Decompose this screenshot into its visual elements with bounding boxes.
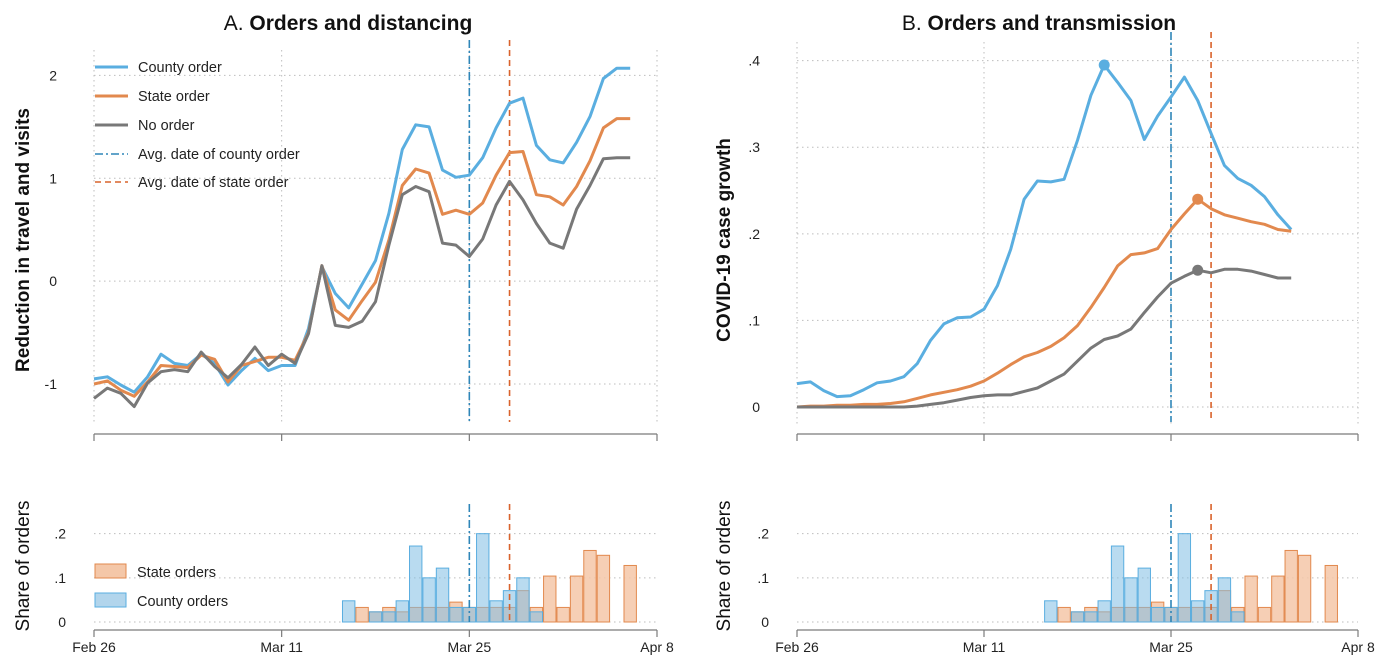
panel-a-hist-ytick-label: .1 — [54, 570, 66, 586]
panel-b-hist-ytick-label: .2 — [757, 526, 769, 542]
panel-a-hist-state-orders-bar — [355, 606, 369, 623]
panel-b-hist-state-orders-bar — [1244, 575, 1258, 623]
panel-b-hist-state-orders-bar — [1284, 549, 1298, 623]
panel-b-hist-county-orders-bar — [1110, 545, 1125, 623]
panel-a-ytick-label: 0 — [49, 273, 57, 289]
panel-a-hist-xtick-label: Feb 26 — [72, 639, 116, 655]
panel-b-series-county-order — [796, 63, 1293, 399]
panel-a-ytick-label: -1 — [45, 376, 58, 392]
panel-b-hist-ytick-label: 0 — [761, 614, 769, 630]
panel-a-hist-xtick-label: Mar 25 — [448, 639, 492, 655]
panel-b-series-state-order — [796, 197, 1292, 409]
panel-b-hist-county-orders-bar — [1191, 600, 1205, 623]
panel-a-hist-county-orders-bar — [422, 577, 436, 623]
panel-b-hist-county-orders-bar — [1177, 533, 1192, 623]
panel-b-peak-marker — [1192, 264, 1204, 276]
panel-b-hist-county-orders-bar — [1044, 600, 1058, 623]
panel-a-histogram: 0 .1 .2 Feb 26 Mar 11 Mar 25 Apr 8 — [54, 504, 674, 655]
panel-b-hist-state-orders-bar — [1271, 575, 1285, 623]
panel-a-hist-county-orders-bar — [516, 577, 530, 623]
panel-b-ytick-label: .4 — [748, 53, 760, 69]
panel-a-hist-county-orders-bar — [368, 611, 383, 623]
legend-label-county-orders: County orders — [137, 594, 228, 610]
panel-b-hist-ylabel: Share of orders — [714, 501, 735, 632]
panel-b-hist-county-orders-bar — [1097, 600, 1111, 623]
panel-b-hist-state-orders-bar — [1057, 606, 1071, 623]
panel-b-hist-county-orders-bar — [1070, 611, 1085, 623]
panel-a-hist-county-orders-bar — [529, 611, 544, 623]
panel-b-hist-xtick-label: Apr 8 — [1341, 639, 1375, 655]
panel-b-series-no-order — [797, 267, 1292, 409]
panel-b-ytick-label: .1 — [748, 312, 760, 328]
panel-a-hist-county-orders-bar — [382, 611, 396, 623]
panel-b-line-chart: 0 .1 .2 .3 .4 — [748, 32, 1359, 441]
panel-b-title: B. Orders and transmission — [902, 12, 1176, 35]
panel-b-ylabel: COVID-19 case growth — [714, 138, 735, 342]
panel-a-hist-county-orders-bar — [395, 600, 410, 623]
panel-a-hist-county-orders-bar — [341, 600, 356, 623]
panel-b-hist-ytick-label: .1 — [757, 570, 769, 586]
panel-b-ytick-label: .2 — [748, 226, 760, 242]
panel-a-hist-xtick-label: Apr 8 — [640, 639, 674, 655]
legend-label-county-order: County order — [138, 60, 222, 76]
panel-a-series-no-order — [93, 156, 631, 409]
panel-b-hist-county-orders-bar — [1084, 611, 1098, 623]
panel-a-title: A. Orders and distancing — [224, 12, 473, 35]
panel-a-hist-xtick-label: Mar 11 — [260, 639, 303, 655]
panel-a-series-state-order — [93, 117, 631, 398]
legend-label-state-orders: State orders — [137, 565, 216, 581]
panel-a-ytick-label: 1 — [49, 170, 57, 186]
panel-a-hist-county-orders-bar — [476, 533, 490, 623]
panel-a-ylabel: Reduction in travel and visits — [13, 108, 34, 372]
panel-b-ytick-label: 0 — [752, 399, 760, 415]
panel-b-ytick-label: .3 — [748, 139, 760, 155]
panel-a-hist-state-orders-bar — [569, 575, 584, 623]
panel-b-hist-xtick-label: Mar 11 — [963, 639, 1006, 655]
panel-a-hist-county-orders-bar — [435, 567, 450, 623]
panel-b-hist-state-orders-bar — [1324, 564, 1338, 623]
legend-top: County order State order No order Avg. d… — [95, 60, 300, 191]
legend-swatch-state-orders — [94, 563, 127, 579]
panel-b-hist-state-orders-bar — [1257, 606, 1272, 623]
legend-label-county-date: Avg. date of county order — [138, 147, 300, 163]
panel-a-hist-ytick-label: .2 — [54, 526, 66, 542]
panel-a-hist-state-orders-bar — [623, 564, 637, 623]
panel-a-hist-state-orders-bar — [596, 554, 611, 623]
panel-a-hist-ytick-label: 0 — [58, 614, 66, 630]
panel-a-hist-state-orders-bar — [556, 606, 570, 623]
panel-b-peak-marker — [1098, 59, 1110, 71]
panel-a-hist-state-orders-bar — [543, 575, 557, 623]
panel-a-hist-county-orders-bar — [449, 606, 463, 623]
panel-a-ytick-label: 2 — [49, 67, 57, 83]
panel-b-peak-marker — [1192, 193, 1204, 205]
panel-a-hist-ylabel: Share of orders — [13, 501, 34, 632]
panel-b-hist-county-orders-bar — [1124, 577, 1138, 623]
panel-b-hist-county-orders-bar — [1137, 567, 1151, 623]
panel-a-hist-state-orders-bar — [583, 549, 597, 623]
panel-b-hist-county-orders-bar — [1217, 577, 1232, 623]
legend-label-state-order: State order — [138, 89, 210, 105]
legend-label-no-order: No order — [138, 118, 195, 134]
panel-b-hist-county-orders-bar — [1231, 611, 1245, 623]
panel-b-hist-xtick-label: Feb 26 — [775, 639, 819, 655]
panel-b-hist-state-orders-bar — [1297, 554, 1312, 623]
panel-b-hist-county-orders-bar — [1150, 606, 1165, 623]
panel-a-hist-county-orders-bar — [489, 600, 503, 623]
panel-b-histogram: 0 .1 .2 Feb 26 Mar 11 Mar 25 Apr 8 — [757, 504, 1375, 655]
legend-hist: State orders County orders — [94, 563, 228, 610]
panel-a-hist-county-orders-bar — [409, 545, 423, 623]
legend-label-state-date: Avg. date of state order — [138, 175, 289, 191]
panel-a-line-chart: -1 0 1 2 — [45, 40, 658, 441]
panel-a-series-county-order — [93, 66, 631, 394]
legend-swatch-county-orders — [94, 592, 127, 608]
panel-b-hist-xtick-label: Mar 25 — [1149, 639, 1193, 655]
